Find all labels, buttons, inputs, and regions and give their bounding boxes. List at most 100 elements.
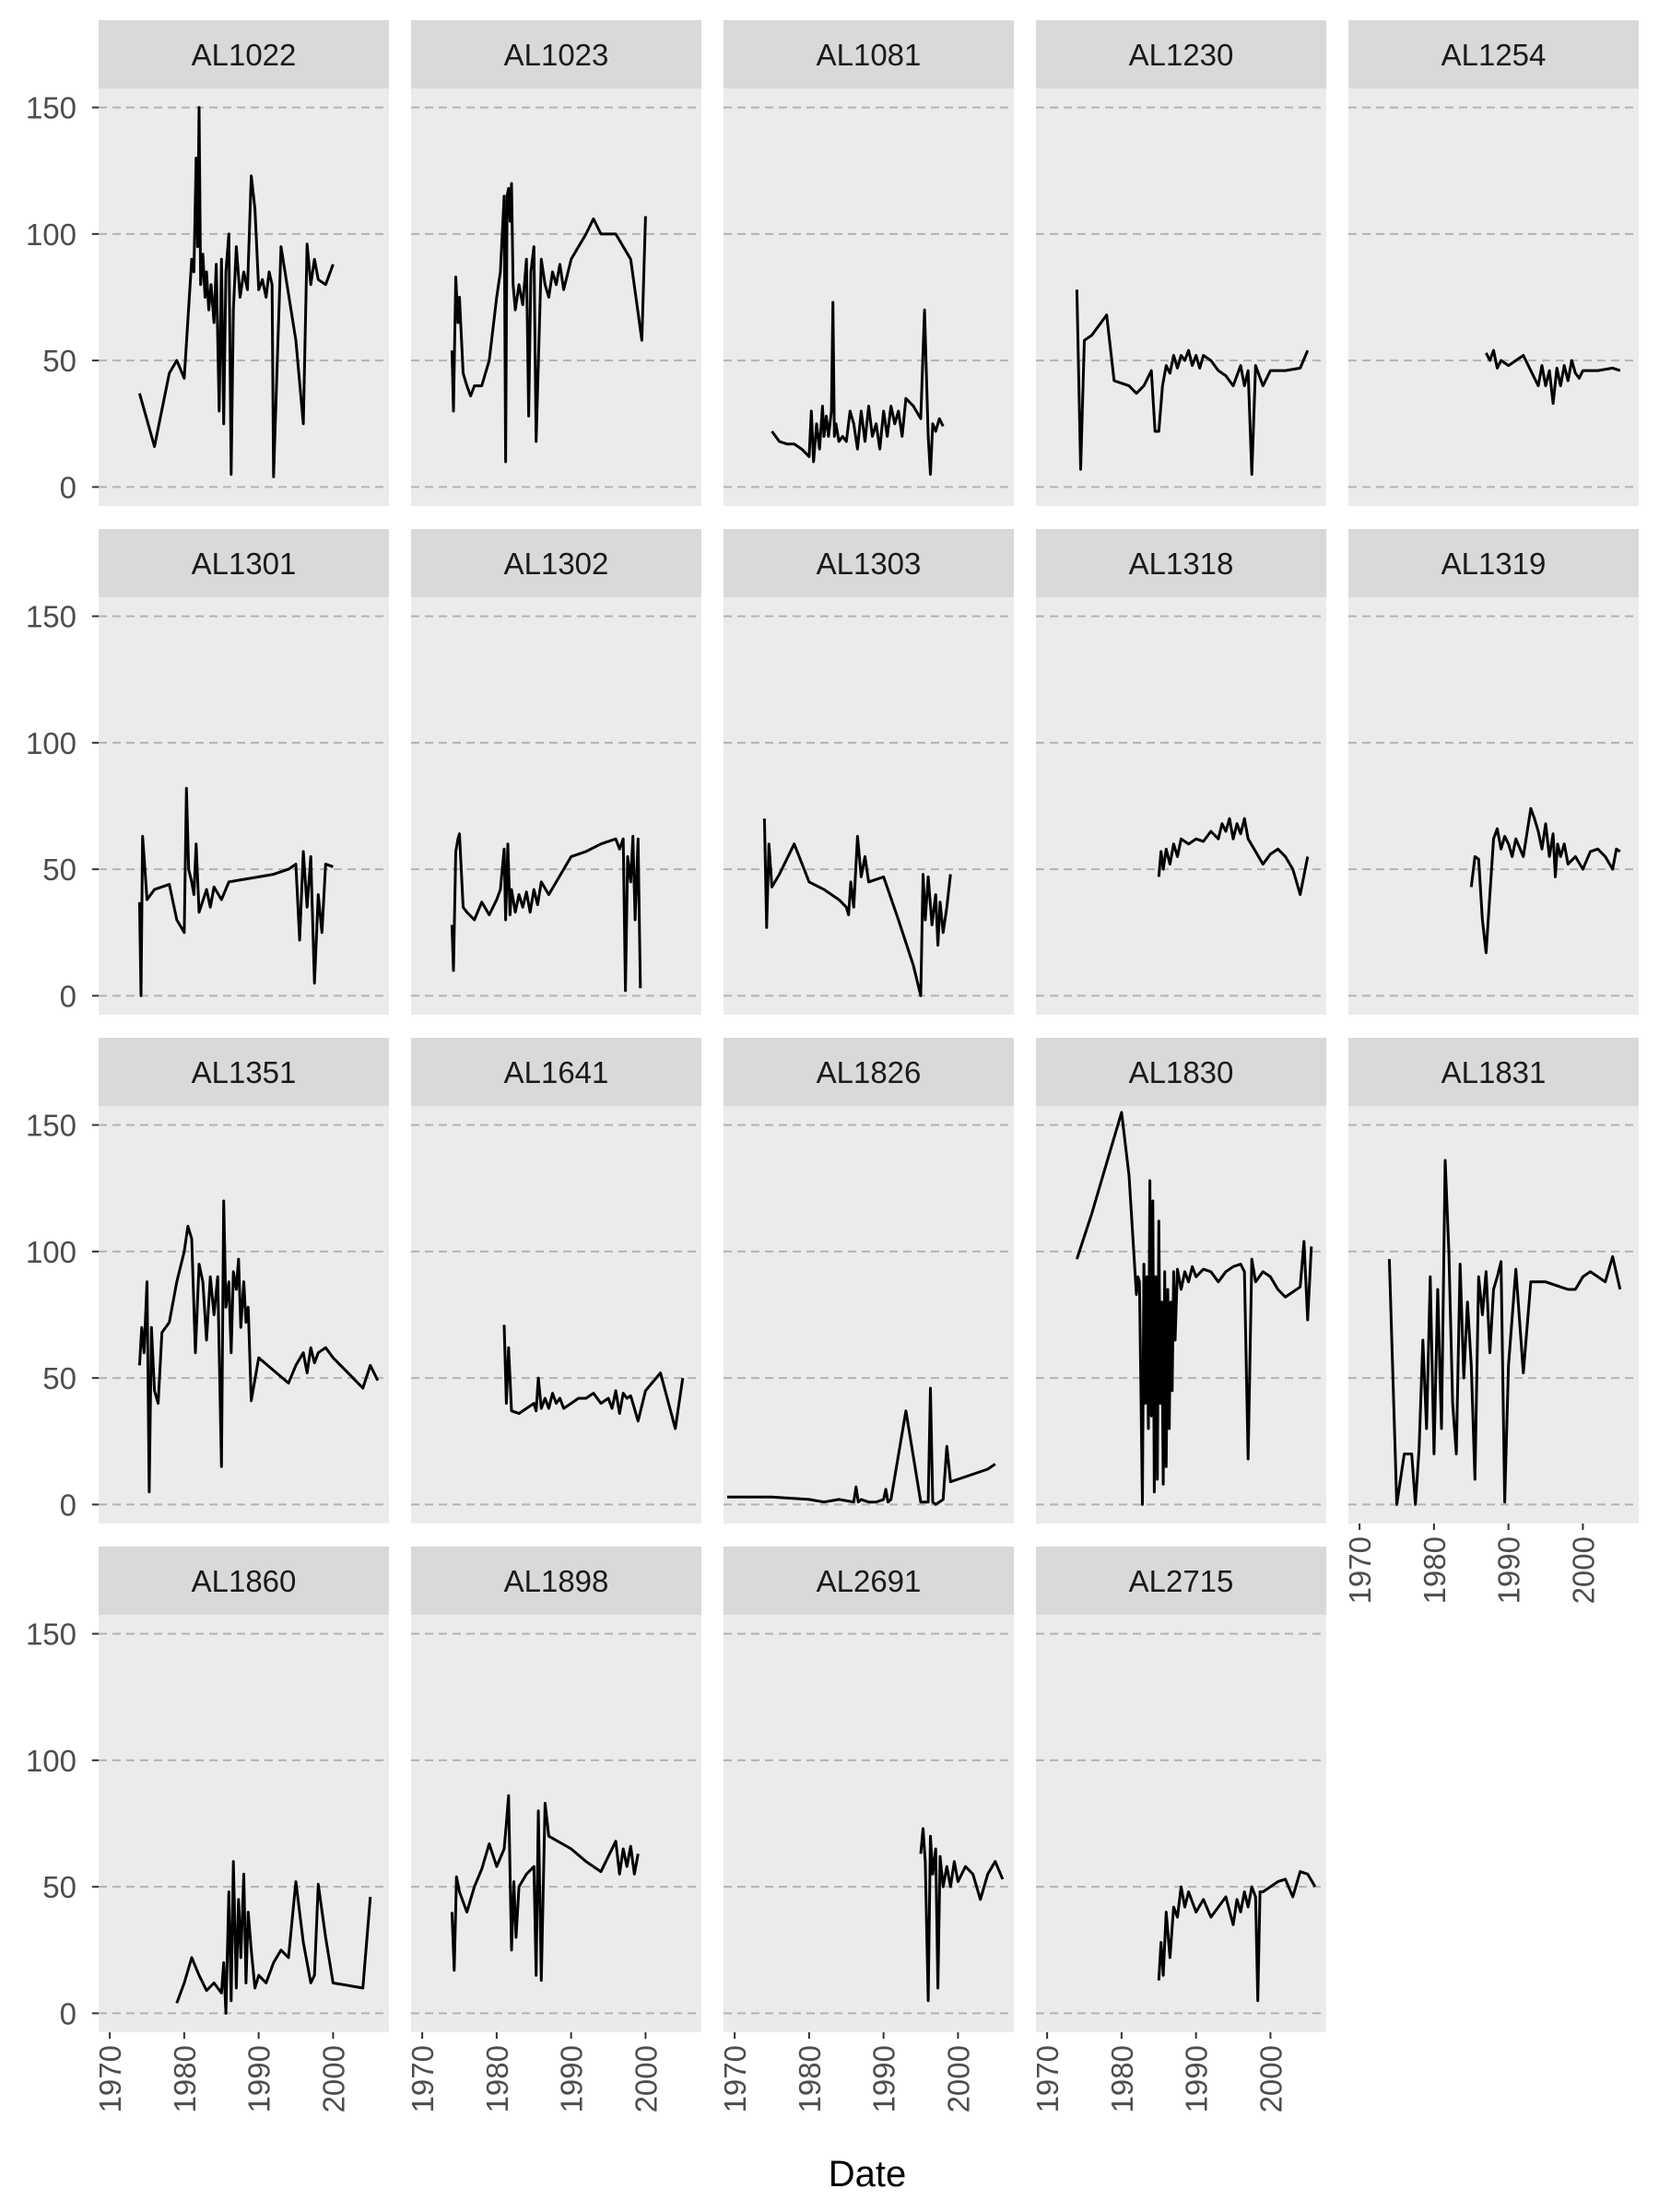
panel-background	[724, 1615, 1014, 2032]
series-line-al1319	[1469, 806, 1621, 955]
facet-panel-al1302: AL1302	[411, 529, 701, 1015]
facet-label: AL2715	[1129, 1564, 1234, 1598]
facet-label: AL1860	[192, 1564, 297, 1598]
series-line-al1826	[727, 1386, 996, 1506]
facet-strip	[1036, 1547, 1326, 1615]
panel-background	[724, 597, 1014, 1015]
facet-strip	[1348, 529, 1639, 597]
x-tick-label: 2000	[941, 2045, 975, 2112]
y-tick-label: 50	[42, 853, 76, 887]
facet-panel-al1319: AL1319	[1348, 529, 1639, 1015]
y-tick-label: 150	[26, 91, 76, 125]
facet-panel-al1826: AL1826	[724, 1038, 1014, 1524]
facet-panel-al1022: AL1022 0 50 100 150	[26, 20, 389, 506]
y-tick-label: 50	[42, 1361, 76, 1395]
series-line-al1860	[175, 1860, 372, 2015]
panel-background	[1348, 597, 1639, 1015]
y-tick-label: 150	[26, 1618, 76, 1652]
facet-label: AL1023	[504, 38, 609, 72]
x-tick-label: 1970	[718, 2045, 752, 2112]
series-line-al1303	[762, 818, 952, 997]
facet-label: AL1830	[1129, 1055, 1234, 1089]
panel-background	[411, 1106, 701, 1524]
facet-label: AL1826	[817, 1055, 922, 1089]
facet-strip	[411, 20, 701, 88]
facet-strip	[99, 1038, 389, 1106]
facet-strip	[724, 20, 1014, 88]
x-tick-label: 2000	[629, 2045, 663, 2112]
facet-strip	[1036, 1038, 1326, 1106]
facet-strip	[1036, 529, 1326, 597]
x-tick-label: 2000	[316, 2045, 350, 2112]
x-tick-label: 1990	[242, 2045, 276, 2112]
series-line-al1831	[1387, 1159, 1622, 1506]
x-tick-label: 1990	[555, 2045, 589, 2112]
facet-label: AL1254	[1441, 38, 1547, 72]
y-tick-label: 100	[26, 726, 76, 760]
series-line-al2715	[1157, 1870, 1317, 2003]
facet-label: AL1081	[817, 38, 922, 72]
facet-label: AL1302	[504, 547, 609, 581]
facet-strip	[411, 1547, 701, 1615]
series-line-al1230	[1075, 289, 1310, 477]
panel-background	[1036, 1615, 1326, 2032]
facet-panel-al1351: AL1351 0 50 100 150	[26, 1038, 389, 1524]
series-line-al1022	[137, 106, 335, 478]
facet-panel-al1860: AL1860 0 50 100 150 1970 1980 1990 2000	[26, 1547, 389, 2112]
series-line-al1302	[450, 832, 642, 993]
panel-background	[99, 1615, 389, 2032]
panel-background	[99, 1106, 389, 1524]
x-axis-title: Date	[829, 2154, 907, 2194]
x-tick-label: 1990	[867, 2045, 901, 2112]
panel-background	[411, 1615, 701, 2032]
facet-strip	[1348, 1038, 1639, 1106]
facet-panel-al1254: AL1254	[1348, 20, 1639, 506]
x-tick-label: 2000	[1566, 1536, 1600, 1604]
facet-panel-al1898: AL1898 1970 1980 1990 2000	[406, 1547, 701, 2112]
facet-label: AL1318	[1129, 547, 1234, 581]
series-line-al1318	[1157, 817, 1310, 897]
facet-panel-al1081: AL1081	[724, 20, 1014, 506]
panel-background	[1036, 597, 1326, 1015]
facet-strip	[411, 529, 701, 597]
facet-label: AL1301	[192, 547, 297, 581]
facet-label: AL1303	[817, 547, 922, 581]
y-tick-label: 0	[60, 470, 76, 504]
panel-background	[724, 88, 1014, 506]
series-line-al1641	[502, 1324, 685, 1430]
y-tick-label: 150	[26, 1109, 76, 1143]
facet-panel-al1830: AL1830	[1036, 1038, 1326, 1524]
facet-panels: AL1022 0 50 100 150 AL1023 AL1081 AL1230 AL1254 A…	[26, 20, 1639, 2112]
facet-strip	[724, 1038, 1014, 1106]
x-tick-label: 1970	[93, 2045, 127, 2112]
facet-label: AL1022	[192, 38, 297, 72]
facet-label: AL1831	[1441, 1055, 1547, 1089]
x-tick-label: 1980	[168, 2045, 202, 2112]
x-tick-label: 1970	[406, 2045, 440, 2112]
facet-panel-al1318: AL1318	[1036, 529, 1326, 1015]
series-line-al1830	[1075, 1111, 1313, 1506]
y-tick-label: 100	[26, 1235, 76, 1269]
facet-strip	[99, 529, 389, 597]
x-tick-label: 1980	[793, 2045, 827, 2112]
facet-panel-al1303: AL1303	[724, 529, 1014, 1015]
y-tick-label: 50	[42, 1870, 76, 1904]
y-tick-label: 0	[60, 1996, 76, 2030]
x-tick-label: 1970	[1343, 1536, 1377, 1604]
panel-background	[724, 1106, 1014, 1524]
series-line-al1023	[450, 182, 647, 464]
x-tick-label: 1990	[1492, 1536, 1526, 1604]
series-line-al1898	[450, 1794, 640, 1983]
facet-label: AL1641	[504, 1055, 609, 1089]
facet-panel-al2691: AL2691 1970 1980 1990 2000	[718, 1547, 1014, 2112]
x-tick-label: 1980	[480, 2045, 514, 2112]
x-tick-label: 2000	[1253, 2045, 1288, 2112]
panel-background	[411, 597, 701, 1015]
facet-panel-al1641: AL1641	[411, 1038, 701, 1524]
x-tick-label: 1980	[1418, 1536, 1452, 1604]
facet-strip	[724, 529, 1014, 597]
y-tick-label: 50	[42, 344, 76, 378]
facet-strip	[411, 1038, 701, 1106]
facet-panel-al1023: AL1023	[411, 20, 701, 506]
